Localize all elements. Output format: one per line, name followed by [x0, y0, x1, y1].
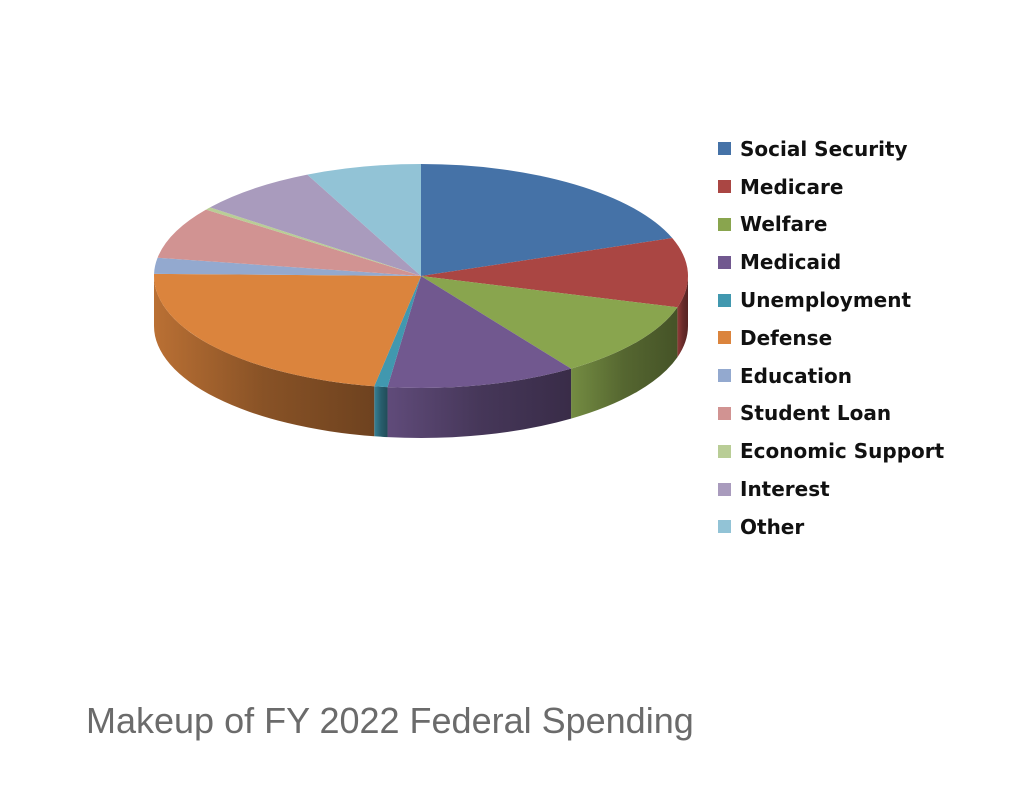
pie-slice-medicaid — [387, 276, 572, 388]
legend-swatch — [718, 293, 731, 307]
legend-label: Interest — [740, 477, 830, 502]
chart-legend: Social Security Medicare Welfare Medicaid Un… — [718, 130, 944, 546]
legend-swatch — [718, 369, 731, 383]
legend-item-welfare: Welfare — [718, 206, 944, 244]
legend-swatch — [718, 255, 731, 269]
legend-label: Social Security — [740, 136, 908, 161]
pie-slice-defense — [153, 273, 421, 387]
pie-side-medicaid — [387, 368, 572, 438]
legend-item-other: Other — [718, 508, 944, 546]
legend-item-social-security: Social Security — [718, 130, 944, 168]
pie-slice-other — [307, 164, 421, 276]
legend-label: Medicaid — [740, 250, 842, 275]
pie-side-unemployment — [374, 386, 388, 438]
legend-item-interest: Interest — [718, 470, 944, 508]
legend-swatch — [718, 217, 731, 231]
legend-item-unemployment: Unemployment — [718, 281, 944, 319]
legend-item-student-loan: Student Loan — [718, 395, 944, 433]
pie-chart — [153, 164, 688, 438]
legend-item-defense: Defense — [718, 319, 944, 357]
pie-slice-medicare — [421, 238, 688, 308]
legend-item-medicaid: Medicaid — [718, 243, 944, 281]
legend-item-economic-support: Economic Support — [718, 432, 944, 470]
legend-swatch — [718, 444, 731, 458]
pie-side-medicare — [677, 276, 688, 358]
legend-label: Welfare — [740, 212, 828, 237]
legend-swatch — [718, 180, 731, 194]
pie-slice-student-loan — [157, 209, 421, 276]
legend-label: Defense — [740, 325, 833, 350]
pie-slice-education — [154, 257, 421, 276]
pie-slice-unemployment — [374, 276, 421, 388]
legend-item-medicare: Medicare — [718, 168, 944, 206]
legend-label: Economic Support — [740, 439, 945, 464]
pie-slice-interest — [210, 174, 421, 276]
legend-label: Other — [740, 514, 805, 539]
pie-side-welfare — [571, 307, 678, 419]
legend-swatch — [718, 331, 731, 345]
legend-swatch — [718, 482, 731, 496]
legend-swatch — [718, 406, 731, 420]
chart-caption: Makeup of FY 2022 Federal Spending — [86, 700, 694, 741]
legend-label: Medicare — [740, 174, 844, 199]
legend-label: Student Loan — [740, 401, 892, 426]
pie-side-defense — [153, 276, 375, 437]
legend-item-education: Education — [718, 357, 944, 395]
legend-swatch — [718, 142, 731, 156]
legend-swatch — [718, 520, 731, 534]
pie-slice-welfare — [421, 276, 678, 369]
pie-slice-social-security — [421, 164, 673, 276]
legend-label: Unemployment — [740, 288, 912, 313]
pie-slice-economic-support — [205, 207, 421, 276]
legend-label: Education — [740, 363, 852, 388]
